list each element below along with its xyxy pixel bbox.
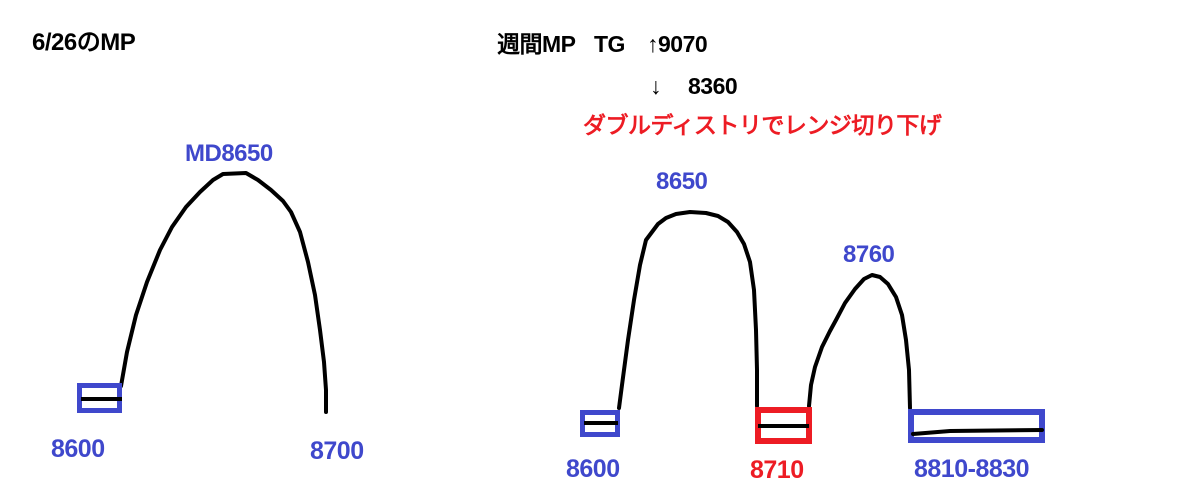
left-high-level-label: 8700 xyxy=(310,437,364,465)
weekly-header-tg: TG xyxy=(594,31,625,57)
dist2-peak-label: 8760 xyxy=(843,241,895,268)
left-profile-curve xyxy=(119,171,328,414)
dist1-peak-label: 8650 xyxy=(656,168,708,195)
right-high-level-label: 8810-8830 xyxy=(914,455,1030,483)
right-distribution2-curve xyxy=(807,273,912,410)
range-shift-annotation: ダブルディストリでレンジ切り下げ xyxy=(583,112,942,138)
weekly-target-down-value: 8360 xyxy=(688,73,738,99)
right-low-level-label: 8600 xyxy=(566,455,620,483)
left-panel-title: 6/26のMP xyxy=(32,29,136,56)
left-low-level-label: 8600 xyxy=(51,435,105,463)
left-peak-label: MD8650 xyxy=(185,140,273,167)
weekly-target-up: ↑9070 xyxy=(647,31,708,57)
weekly-target-down-arrow: ↓ xyxy=(650,73,662,99)
right-mid-level-label: 8710 xyxy=(750,456,804,484)
right-8810-8830-box xyxy=(908,409,1045,443)
right-distribution1-curve xyxy=(617,210,759,410)
weekly-header-prefix: 週間MP xyxy=(497,31,576,57)
right-8810-8830-level-line xyxy=(911,428,1044,436)
